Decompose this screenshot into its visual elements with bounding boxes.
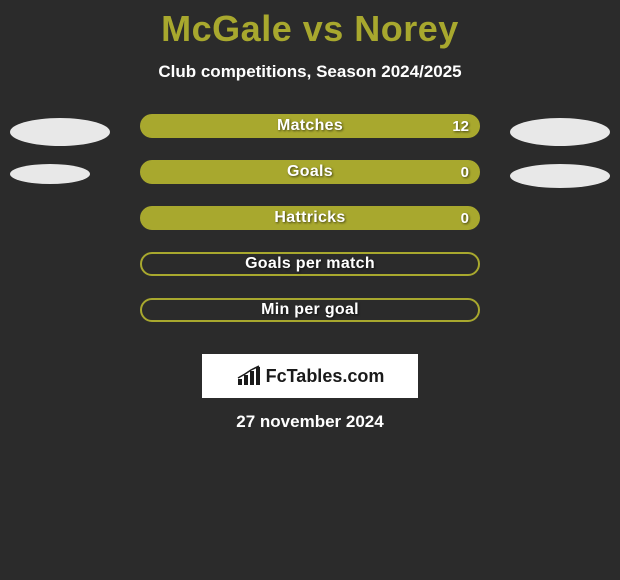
stat-bar: Matches 12 — [140, 114, 480, 138]
logo-box: FcTables.com — [202, 354, 418, 398]
stat-label: Goals — [287, 163, 333, 181]
stat-value: 0 — [461, 164, 469, 181]
stat-label: Matches — [277, 117, 343, 135]
page-title: McGale vs Norey — [0, 0, 620, 50]
stat-row: Goals per match — [0, 248, 620, 294]
stat-bar: Goals per match — [140, 252, 480, 276]
stat-label: Hattricks — [274, 209, 345, 227]
left-ellipse — [10, 164, 90, 184]
stat-row: Min per goal — [0, 294, 620, 340]
subtitle: Club competitions, Season 2024/2025 — [0, 62, 620, 82]
right-ellipse — [510, 164, 610, 188]
stat-value: 0 — [461, 210, 469, 227]
bars-icon — [236, 365, 262, 387]
right-ellipse — [510, 118, 610, 146]
stat-row: Matches 12 — [0, 110, 620, 156]
left-ellipse — [10, 118, 110, 146]
date-text: 27 november 2024 — [0, 412, 620, 432]
logo-text: FcTables.com — [266, 366, 385, 387]
stat-bar: Goals 0 — [140, 160, 480, 184]
stat-label: Min per goal — [261, 301, 359, 319]
stats-rows: Matches 12 Goals 0 Hattricks 0 Goals per match… — [0, 110, 620, 340]
stat-label: Goals per match — [245, 255, 375, 273]
stat-bar: Min per goal — [140, 298, 480, 322]
stat-row: Hattricks 0 — [0, 202, 620, 248]
stat-bar: Hattricks 0 — [140, 206, 480, 230]
stat-row: Goals 0 — [0, 156, 620, 202]
stat-value: 12 — [452, 118, 469, 135]
